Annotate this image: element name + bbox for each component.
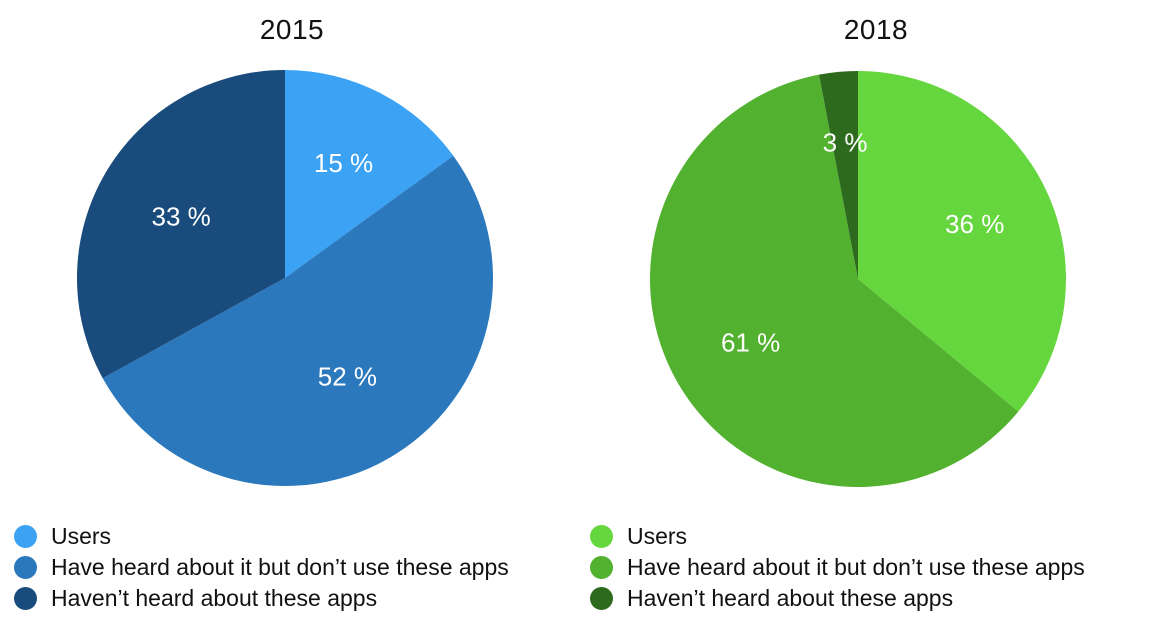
legend-swatch-not-heard-2015 (14, 587, 37, 610)
legend-swatch-not-heard-2018 (590, 587, 613, 610)
legend-label-users-2018: Users (627, 523, 688, 549)
pie-chart-2015: 2015 15 % 52 % 33 % Users Have heard about… (0, 0, 584, 625)
chart-title-2018: 2018 (843, 14, 909, 45)
data-label-heard-2018: 61 % (721, 328, 780, 358)
data-label-heard-2015: 52 % (318, 361, 377, 391)
legend-2018: Users Have heard about it but don’t use … (590, 521, 1085, 614)
pie-slice-not-heard-2015 (76, 70, 286, 379)
legend-label-users-2015: Users (51, 523, 112, 549)
data-label-users-2015: 15 % (314, 148, 373, 178)
pie-2015: 15 % 52 % 33 % (76, 70, 493, 486)
legend-swatch-users-2018 (590, 525, 613, 548)
data-label-users-2018: 36 % (945, 209, 1004, 239)
legend-swatch-users-2015 (14, 525, 37, 548)
pie-chart-2018: 2018 36 % 61 % 3 % Users Have heard about … (584, 0, 1168, 625)
legend-2015: Users Have heard about it but don’t use … (14, 521, 509, 614)
pie-slice-users-2015 (285, 70, 454, 278)
legend-swatch-heard-2018 (590, 556, 613, 579)
pie-2018: 36 % 61 % 3 % (650, 71, 1066, 487)
data-label-not-heard-2015: 33 % (152, 202, 211, 232)
legend-label-not-heard-2018: Haven’t heard about these apps (627, 585, 954, 611)
legend-label-heard-2015: Have heard about it but don’t use these … (51, 554, 509, 580)
pie-slice-not-heard-2018 (819, 71, 858, 279)
data-label-not-heard-2018: 3 % (823, 127, 868, 157)
legend-item-not-heard-2015: Haven’t heard about these apps (14, 583, 509, 614)
pie-slice-heard-2015 (102, 155, 493, 486)
legend-label-heard-2018: Have heard about it but don’t use these … (627, 554, 1085, 580)
legend-item-users-2015: Users (14, 521, 509, 552)
legend-item-heard-2018: Have heard about it but don’t use these … (590, 552, 1085, 583)
legend-item-heard-2015: Have heard about it but don’t use these … (14, 552, 509, 583)
pie-slice-users-2018 (858, 71, 1066, 412)
pie-slice-heard-2018 (650, 74, 1019, 487)
chart-title-2015: 2015 (259, 14, 325, 45)
legend-label-not-heard-2015: Haven’t heard about these apps (51, 585, 378, 611)
legend-swatch-heard-2015 (14, 556, 37, 579)
legend-item-not-heard-2018: Haven’t heard about these apps (590, 583, 1085, 614)
legend-item-users-2018: Users (590, 521, 1085, 552)
